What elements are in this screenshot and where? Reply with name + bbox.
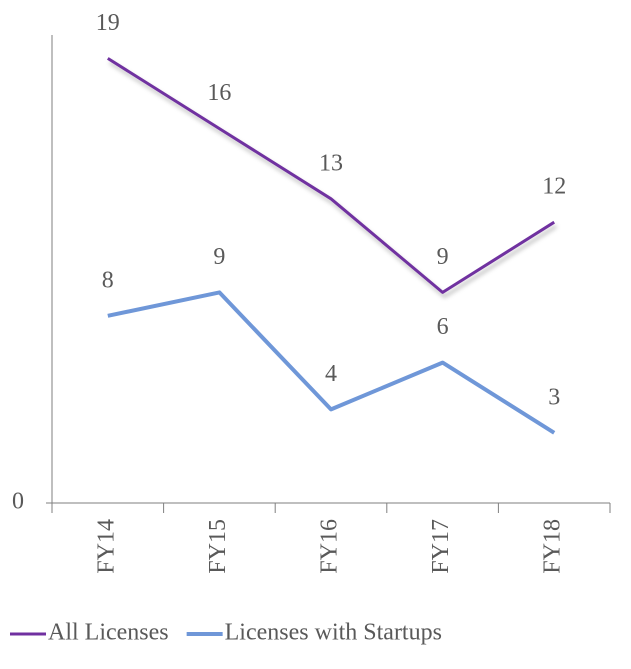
data-label: 19 [96,10,120,36]
data-label: 8 [102,267,114,293]
legend-label: All Licenses [48,620,169,646]
x-tick-label: FY14 [93,519,119,574]
data-label: 16 [207,80,231,106]
data-label: 13 [319,150,343,176]
x-tick-label: FY16 [317,519,343,574]
line [107,57,555,294]
data-label: 4 [325,361,337,387]
y-tick-label: 0 [12,489,24,515]
x-tick-label: FY17 [428,519,454,574]
x-tick-label: FY18 [540,519,566,574]
line [107,290,556,435]
data-label: 6 [437,314,449,340]
data-label: 3 [548,384,560,410]
x-tick-label: FY15 [205,519,231,574]
data-label: 9 [437,244,449,270]
data-label: 12 [542,174,566,200]
legend-label: Licenses with Startups [225,620,442,646]
data-label: 9 [213,244,225,270]
